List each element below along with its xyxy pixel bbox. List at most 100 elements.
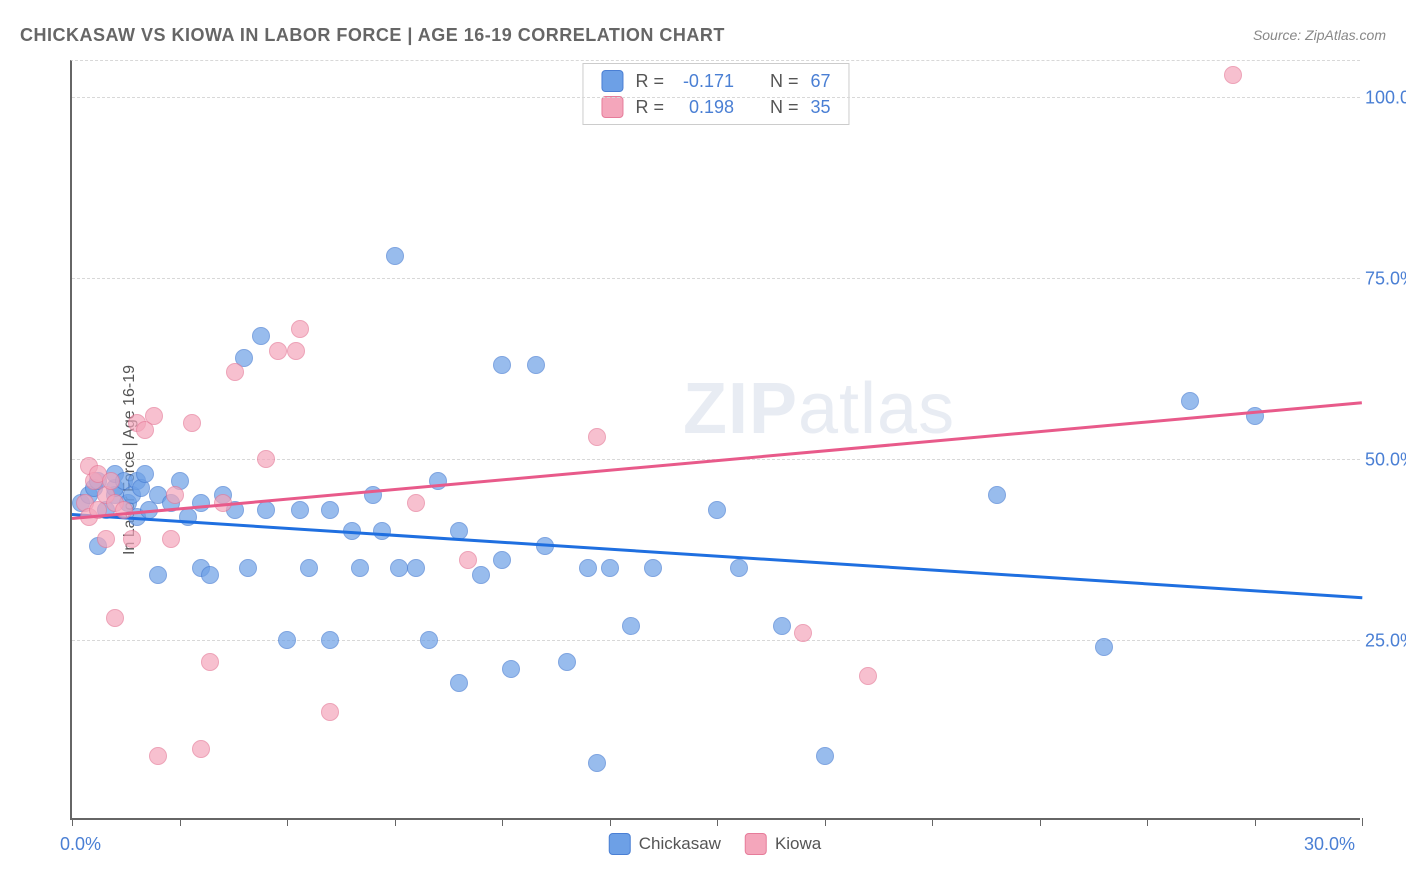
data-point bbox=[459, 551, 477, 569]
data-point bbox=[201, 653, 219, 671]
series-swatch bbox=[601, 96, 623, 118]
legend-label: Kiowa bbox=[775, 834, 821, 854]
data-point bbox=[859, 667, 877, 685]
data-point bbox=[252, 327, 270, 345]
data-point bbox=[136, 465, 154, 483]
data-point bbox=[407, 559, 425, 577]
series-swatch bbox=[601, 70, 623, 92]
x-tick bbox=[825, 818, 826, 826]
n-value: 67 bbox=[811, 71, 831, 92]
gridline: 100.0% bbox=[72, 97, 1360, 98]
data-point bbox=[278, 631, 296, 649]
x-axis-end-label: 30.0% bbox=[1304, 834, 1355, 855]
data-point bbox=[192, 740, 210, 758]
y-tick-label: 75.0% bbox=[1365, 269, 1406, 290]
data-point bbox=[183, 414, 201, 432]
data-point bbox=[149, 566, 167, 584]
data-point bbox=[601, 559, 619, 577]
gridline: 25.0% bbox=[72, 640, 1360, 641]
trend-line bbox=[72, 513, 1362, 599]
x-tick bbox=[932, 818, 933, 826]
data-point bbox=[102, 472, 120, 490]
data-point bbox=[166, 486, 184, 504]
data-point bbox=[794, 624, 812, 642]
x-tick bbox=[287, 818, 288, 826]
x-tick bbox=[1040, 818, 1041, 826]
x-tick bbox=[502, 818, 503, 826]
data-point bbox=[386, 247, 404, 265]
data-point bbox=[588, 428, 606, 446]
n-value: 35 bbox=[811, 97, 831, 118]
legend-item: Kiowa bbox=[745, 833, 821, 855]
data-point bbox=[730, 559, 748, 577]
scatter-plot: ZIPatlas R =-0.171N =67R =0.198N =35 25.… bbox=[70, 60, 1360, 820]
gridline: 75.0% bbox=[72, 278, 1360, 279]
data-point bbox=[1224, 66, 1242, 84]
x-tick bbox=[1362, 818, 1363, 826]
x-tick bbox=[1255, 818, 1256, 826]
x-tick bbox=[395, 818, 396, 826]
data-point bbox=[257, 450, 275, 468]
x-tick bbox=[610, 818, 611, 826]
r-label: R = bbox=[635, 71, 664, 92]
data-point bbox=[373, 522, 391, 540]
data-point bbox=[149, 747, 167, 765]
data-point bbox=[321, 501, 339, 519]
data-point bbox=[115, 501, 133, 519]
data-point bbox=[644, 559, 662, 577]
data-point bbox=[291, 320, 309, 338]
data-point bbox=[1095, 638, 1113, 656]
data-point bbox=[145, 407, 163, 425]
x-tick bbox=[1147, 818, 1148, 826]
r-label: R = bbox=[635, 97, 664, 118]
n-label: N = bbox=[770, 97, 799, 118]
chart-header: CHICKASAW VS KIOWA IN LABOR FORCE | AGE … bbox=[20, 20, 1386, 50]
data-point bbox=[300, 559, 318, 577]
data-point bbox=[708, 501, 726, 519]
data-point bbox=[420, 631, 438, 649]
data-point bbox=[269, 342, 287, 360]
y-tick-label: 100.0% bbox=[1365, 88, 1406, 109]
legend-item: Chickasaw bbox=[609, 833, 721, 855]
chart-title: CHICKASAW VS KIOWA IN LABOR FORCE | AGE … bbox=[20, 25, 725, 46]
data-point bbox=[988, 486, 1006, 504]
data-point bbox=[291, 501, 309, 519]
r-value: -0.171 bbox=[676, 71, 734, 92]
x-tick bbox=[717, 818, 718, 826]
data-point bbox=[816, 747, 834, 765]
stats-row: R = 0.198 N = 35 bbox=[601, 96, 830, 118]
data-point bbox=[622, 617, 640, 635]
chart-source: Source: ZipAtlas.com bbox=[1253, 27, 1386, 43]
data-point bbox=[502, 660, 520, 678]
y-tick-label: 50.0% bbox=[1365, 450, 1406, 471]
x-axis-start-label: 0.0% bbox=[60, 834, 101, 855]
legend: Chickasaw Kiowa bbox=[609, 833, 822, 855]
data-point bbox=[472, 566, 490, 584]
data-point bbox=[1181, 392, 1199, 410]
data-point bbox=[162, 530, 180, 548]
data-point bbox=[106, 609, 124, 627]
r-value: 0.198 bbox=[676, 97, 734, 118]
n-label: N = bbox=[770, 71, 799, 92]
legend-label: Chickasaw bbox=[639, 834, 721, 854]
data-point bbox=[201, 566, 219, 584]
data-point bbox=[588, 754, 606, 772]
data-point bbox=[321, 631, 339, 649]
data-point bbox=[321, 703, 339, 721]
data-point bbox=[123, 530, 141, 548]
x-tick bbox=[72, 818, 73, 826]
data-point bbox=[493, 551, 511, 569]
data-point bbox=[407, 494, 425, 512]
data-point bbox=[287, 342, 305, 360]
data-point bbox=[257, 501, 275, 519]
data-point bbox=[493, 356, 511, 374]
data-point bbox=[450, 674, 468, 692]
data-point bbox=[239, 559, 257, 577]
legend-swatch bbox=[745, 833, 767, 855]
y-tick-label: 25.0% bbox=[1365, 631, 1406, 652]
data-point bbox=[390, 559, 408, 577]
legend-swatch bbox=[609, 833, 631, 855]
data-point bbox=[527, 356, 545, 374]
correlation-stats-box: R = -0.171 N = 67 R = 0.198 N = 35 bbox=[582, 63, 849, 125]
data-point bbox=[773, 617, 791, 635]
